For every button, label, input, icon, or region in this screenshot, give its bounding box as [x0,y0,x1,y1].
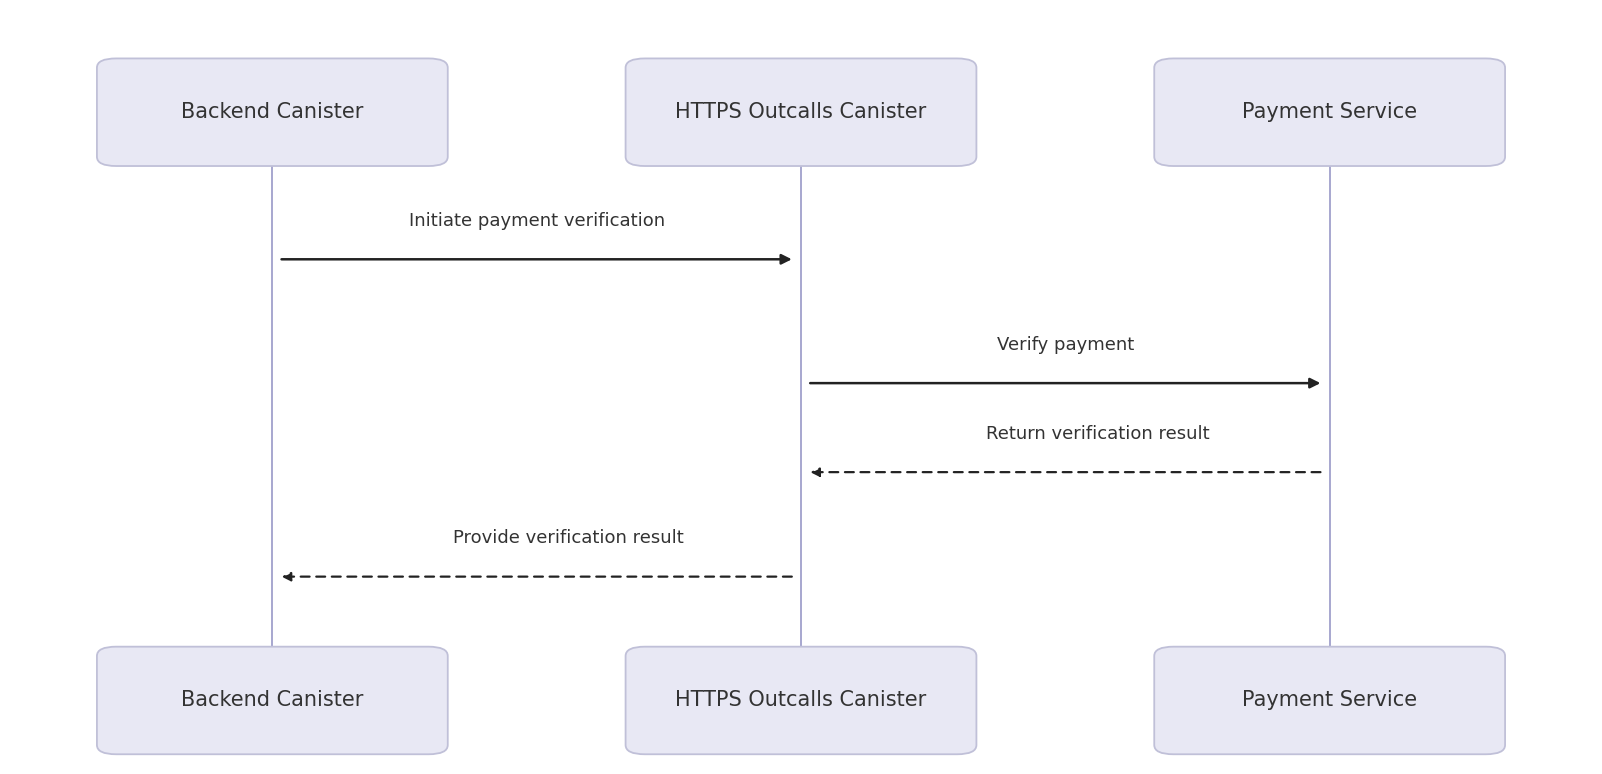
Text: Return verification result: Return verification result [985,425,1210,443]
Text: Payment Service: Payment Service [1242,102,1418,122]
Text: Provide verification result: Provide verification result [453,529,684,547]
FancyBboxPatch shape [1153,647,1504,754]
FancyBboxPatch shape [625,59,976,166]
FancyBboxPatch shape [98,647,449,754]
FancyBboxPatch shape [1153,59,1504,166]
Text: Initiate payment verification: Initiate payment verification [409,212,665,230]
Text: Verify payment: Verify payment [996,336,1134,354]
FancyBboxPatch shape [625,647,976,754]
Text: Backend Canister: Backend Canister [181,102,364,122]
FancyBboxPatch shape [98,59,449,166]
Text: HTTPS Outcalls Canister: HTTPS Outcalls Canister [676,102,926,122]
Text: HTTPS Outcalls Canister: HTTPS Outcalls Canister [676,690,926,711]
Text: Payment Service: Payment Service [1242,690,1418,711]
Text: Backend Canister: Backend Canister [181,690,364,711]
